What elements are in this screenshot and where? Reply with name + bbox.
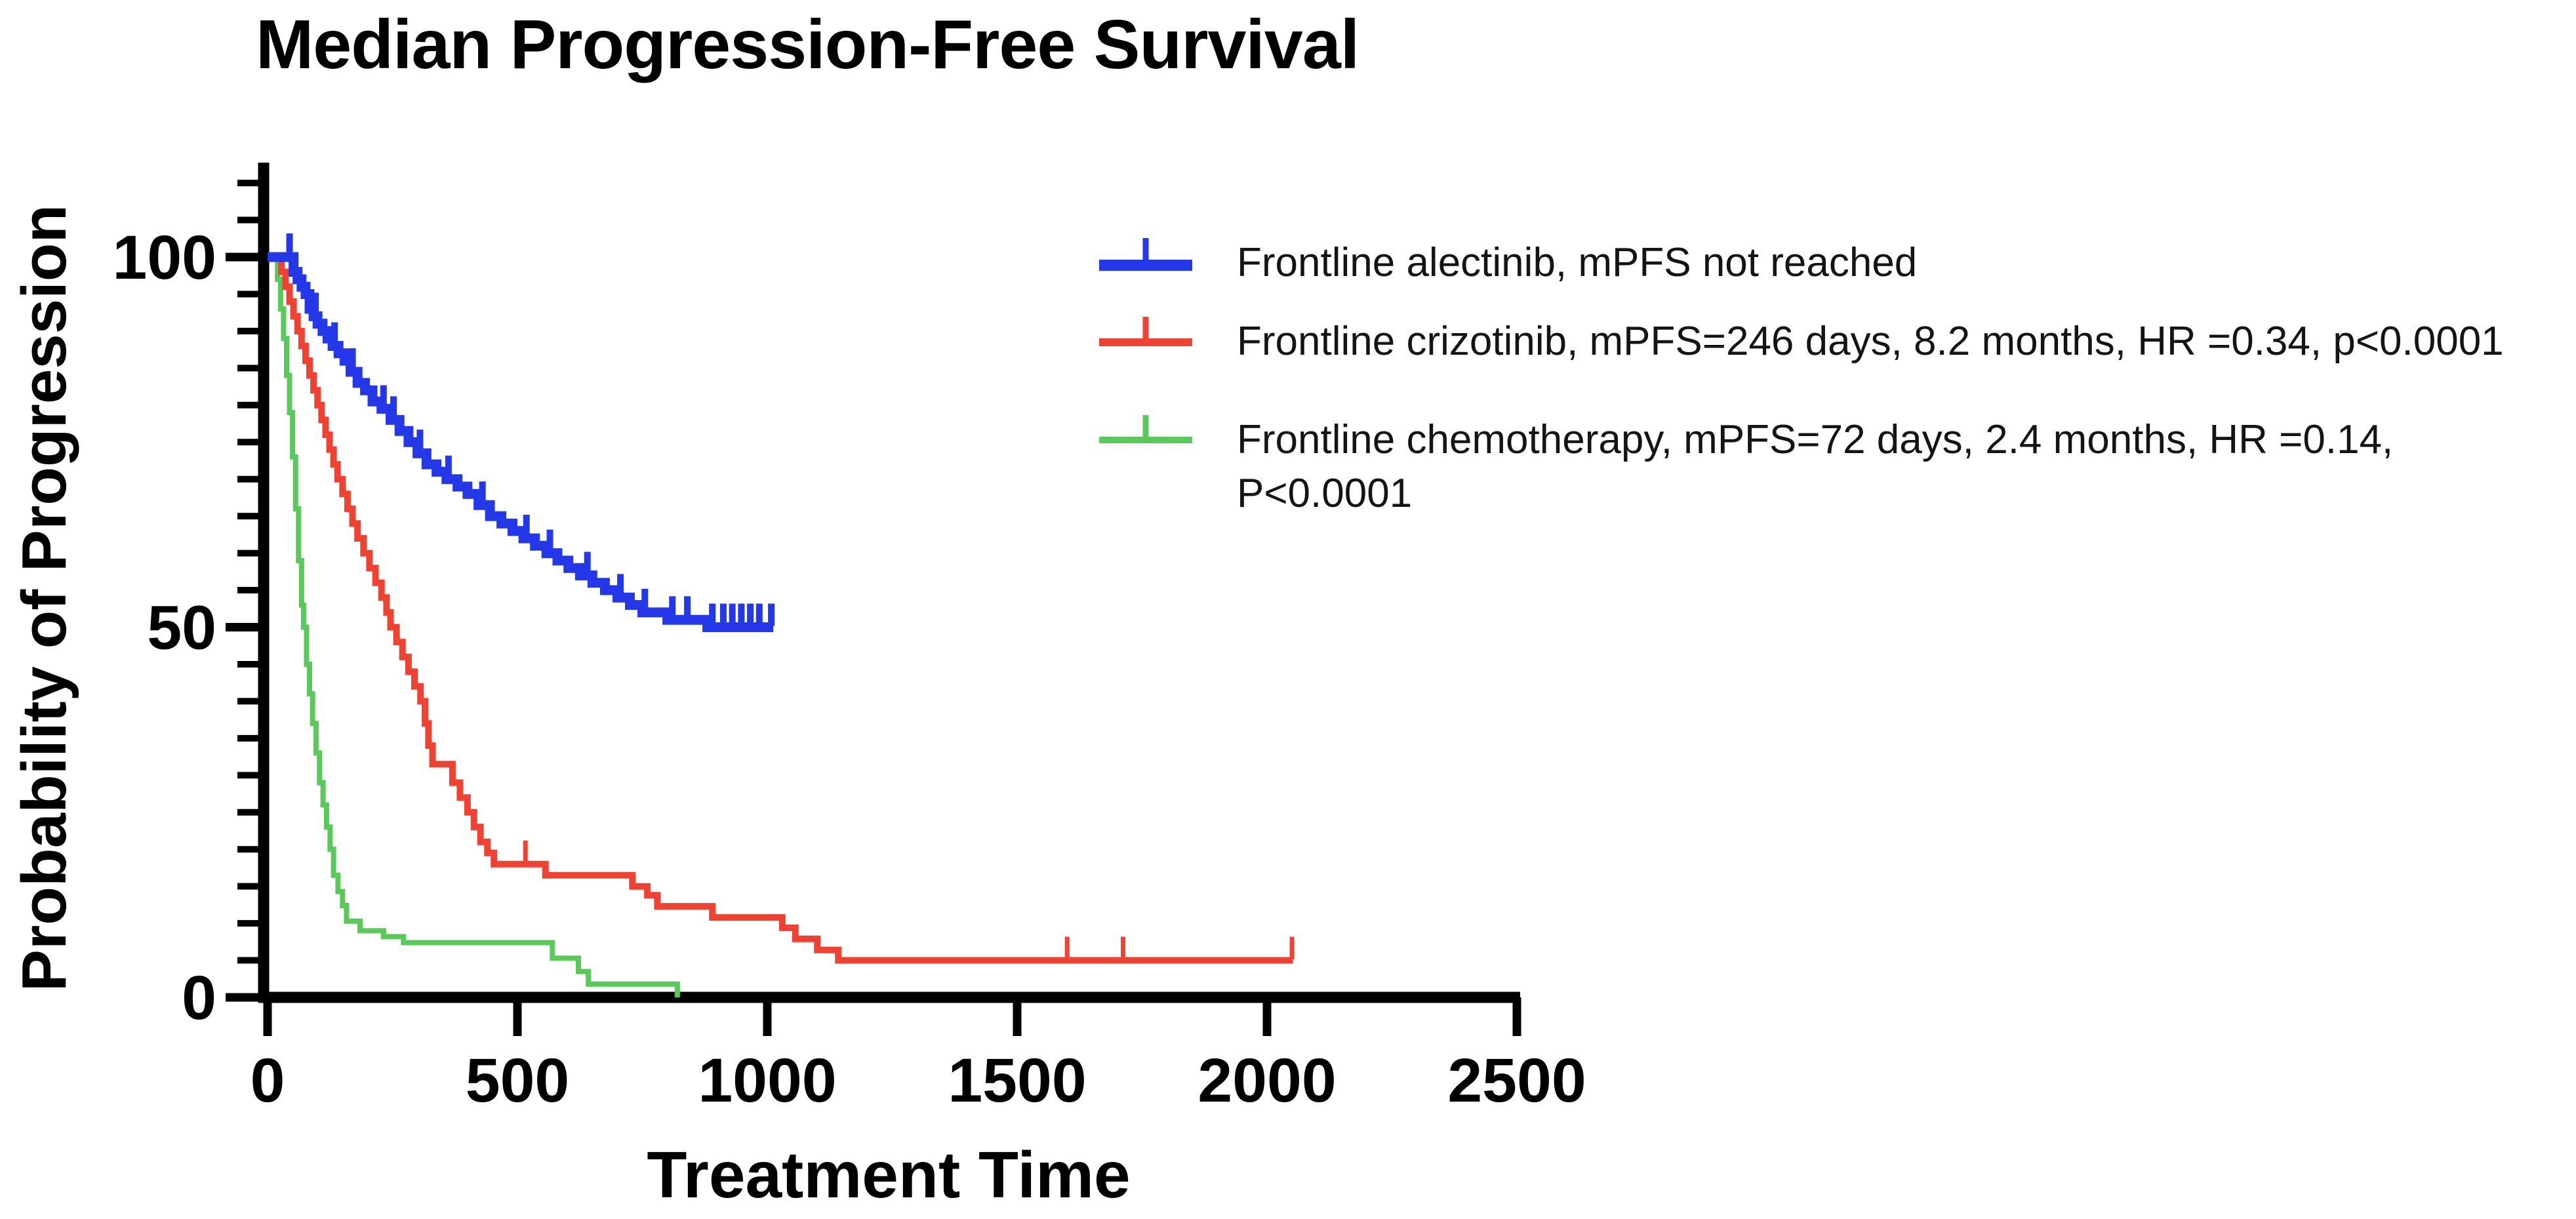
legend-symbol-crizotinib — [1097, 315, 1195, 374]
x-tick-label: 0 — [251, 1046, 285, 1115]
y-tick-label: 0 — [182, 963, 216, 1033]
x-tick-label: 2000 — [1197, 1046, 1336, 1115]
chart-title: Median Progression-Free Survival — [256, 6, 1359, 83]
y-tick-label: 50 — [147, 593, 216, 663]
x-axis-title: Treatment Time — [647, 1138, 1131, 1212]
legend-item-crizotinib: Frontline crizotinib, mPFS=246 days, 8.2… — [1097, 315, 2575, 374]
legend-label: Frontline chemotherapy, mPFS=72 days, 2.… — [1237, 413, 2575, 521]
legend-label: Frontline alectinib, mPFS not reached — [1237, 240, 1918, 285]
legend-color-bar — [1099, 338, 1192, 346]
x-tick-label: 1000 — [698, 1046, 836, 1115]
legend-label-line1: Frontline chemotherapy, mPFS=72 days, 2.… — [1237, 417, 2394, 462]
legend-label: Frontline crizotinib, mPFS=246 days, 8.2… — [1237, 319, 2504, 364]
legend-color-bar — [1099, 437, 1192, 443]
legend-symbol-alectinib — [1097, 236, 1195, 295]
legend-symbol-chemotherapy — [1097, 413, 1195, 472]
x-tick-label: 1500 — [948, 1046, 1086, 1115]
y-tick-label: 100 — [112, 223, 216, 292]
censor-tick-icon — [1142, 415, 1149, 439]
x-tick-label: 500 — [466, 1046, 570, 1115]
censor-tick-icon — [1142, 238, 1149, 262]
legend-label-line2: P<0.0001 — [1237, 471, 1413, 516]
survival-curve-frontline-alectinib — [268, 252, 774, 632]
survival-curve-frontline-chemotherapy — [268, 254, 680, 997]
x-tick-label: 2500 — [1447, 1046, 1586, 1115]
censor-tick-icon — [1142, 317, 1149, 340]
survival-curve-frontline-crizotinib — [268, 254, 1293, 964]
legend-color-bar — [1099, 260, 1192, 271]
legend-item-alectinib: Frontline alectinib, mPFS not reached — [1097, 236, 2575, 295]
legend-item-chemotherapy: Frontline chemotherapy, mPFS=72 days, 2.… — [1097, 413, 2575, 521]
